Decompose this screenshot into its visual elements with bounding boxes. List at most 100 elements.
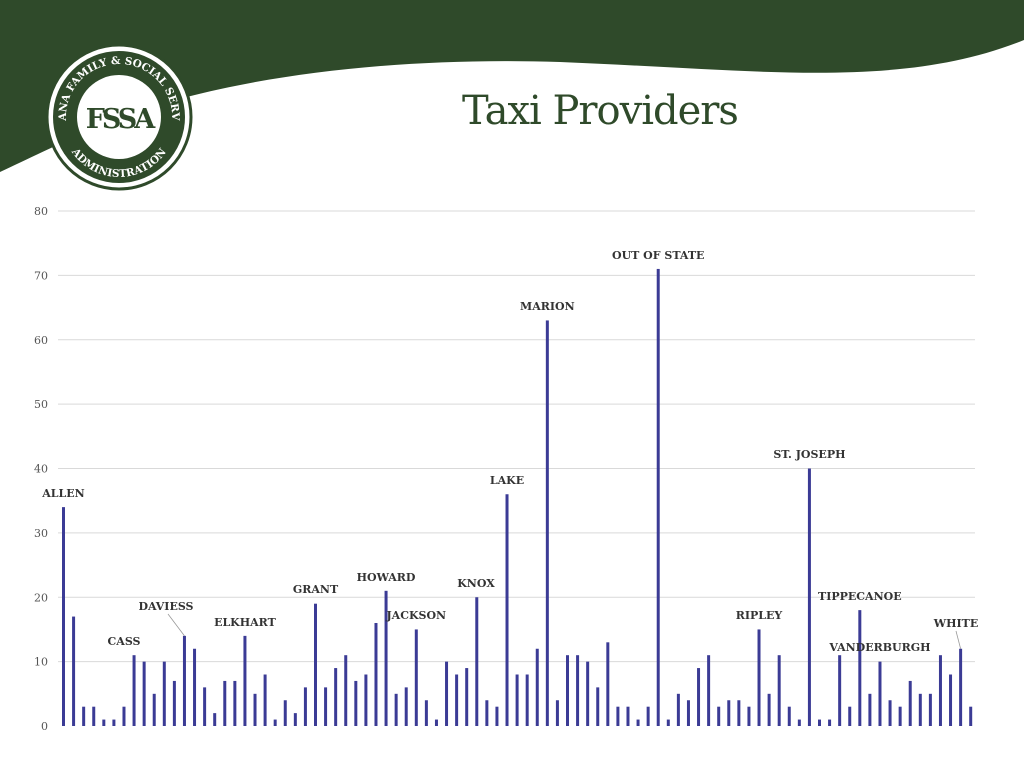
- bar: [293, 713, 297, 726]
- slide-title: Taxi Providers: [462, 88, 739, 134]
- bar: [404, 687, 408, 726]
- bar: [193, 648, 197, 726]
- bar: [525, 674, 529, 726]
- y-tick-label: 10: [34, 656, 48, 669]
- bar: [727, 700, 731, 726]
- label-leader-line: [955, 630, 962, 649]
- bar: [928, 693, 932, 726]
- logo-monogram: FSSA: [86, 104, 157, 135]
- bar: [818, 719, 821, 726]
- bar: [273, 719, 277, 726]
- bar: [606, 642, 610, 726]
- bar: [878, 661, 882, 726]
- bar-label: VANDERBURGH: [828, 641, 930, 654]
- header-wave-shape: [0, 0, 1024, 172]
- bar: [424, 700, 428, 726]
- logo-inner-disc: [77, 75, 161, 159]
- y-tick-label: 40: [34, 463, 48, 476]
- bar: [717, 706, 721, 726]
- bar: [959, 648, 963, 726]
- bar: [364, 674, 368, 726]
- bar: [505, 494, 509, 726]
- bar: [707, 655, 711, 726]
- bar: [616, 706, 620, 726]
- bar: [918, 693, 922, 726]
- bar-label: MARION: [520, 300, 575, 313]
- bar: [787, 706, 791, 726]
- bar-label: GRANT: [293, 583, 339, 596]
- bar: [344, 655, 348, 726]
- bar: [676, 693, 680, 726]
- bar: [203, 687, 207, 726]
- bar: [303, 687, 307, 726]
- bar: [495, 706, 499, 726]
- bar: [374, 623, 378, 726]
- bar: [535, 648, 539, 726]
- bar: [898, 706, 902, 726]
- bar: [969, 706, 973, 726]
- bar: [515, 674, 519, 726]
- bar: [253, 693, 257, 726]
- bar: [162, 661, 166, 726]
- bar: [132, 655, 136, 726]
- bar: [938, 655, 942, 726]
- bar: [82, 706, 86, 726]
- bar: [908, 680, 912, 726]
- bar: [334, 668, 338, 726]
- bar: [233, 680, 237, 726]
- bar: [152, 693, 156, 726]
- bar: [122, 706, 126, 726]
- bar: [555, 700, 559, 726]
- bar-label: TIPPECANOE: [818, 590, 902, 603]
- bar: [666, 719, 670, 726]
- bar: [172, 680, 176, 726]
- bar: [767, 693, 771, 726]
- bar: [314, 603, 317, 726]
- bar: [807, 468, 811, 726]
- header-wave: [0, 0, 1024, 172]
- bar: [213, 713, 217, 726]
- bar: [576, 655, 580, 726]
- bar: [354, 680, 358, 726]
- bar: [102, 719, 106, 726]
- bar: [828, 719, 832, 726]
- bar-label: DAVIESS: [139, 600, 194, 613]
- bar-label: LAKE: [490, 474, 524, 487]
- bar: [263, 674, 267, 726]
- bar: [182, 635, 186, 726]
- bar: [646, 706, 650, 726]
- label-leader-line: [167, 613, 185, 637]
- bar: [465, 668, 469, 726]
- bar-label: JACKSON: [385, 609, 446, 622]
- bar: [868, 693, 872, 726]
- bar: [777, 655, 781, 726]
- bar: [475, 597, 479, 726]
- bar: [757, 629, 761, 726]
- y-tick-label: 70: [34, 269, 48, 282]
- bar: [656, 268, 660, 726]
- bar: [566, 655, 569, 726]
- y-tick-label: 0: [41, 720, 48, 733]
- bar: [324, 687, 328, 726]
- bar-label: OUT OF STATE: [612, 249, 704, 262]
- fssa-logo: INDIANA FAMILY & SOCIAL SERVICES ADMINIS…: [44, 42, 193, 191]
- bar: [72, 616, 76, 726]
- bar: [92, 706, 96, 726]
- bar: [394, 693, 398, 726]
- bar: [142, 661, 146, 726]
- bar: [596, 687, 600, 726]
- bar-label: HOWARD: [357, 571, 416, 584]
- bar-label: WHITE: [933, 617, 978, 630]
- y-tick-label: 20: [34, 591, 48, 604]
- bar: [112, 719, 116, 726]
- y-tick-label: 30: [34, 527, 48, 540]
- bar: [858, 610, 862, 726]
- bar-label: CASS: [108, 635, 141, 648]
- bar: [485, 700, 489, 726]
- y-tick-label: 80: [34, 205, 48, 218]
- bar-label: ELKHART: [214, 616, 277, 629]
- bar: [697, 668, 701, 726]
- bar: [445, 661, 449, 726]
